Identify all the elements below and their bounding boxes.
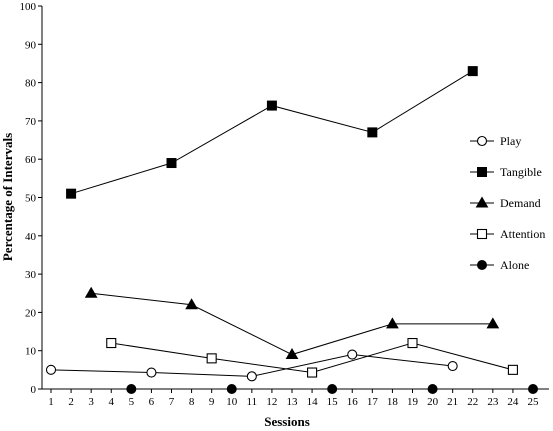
data-point-tangible xyxy=(467,66,478,77)
data-point-demand xyxy=(486,317,500,329)
data-point-tangible xyxy=(166,158,177,169)
data-point-play xyxy=(347,349,358,360)
y-tick-label: 100 xyxy=(20,1,37,13)
y-tick-label: 70 xyxy=(25,116,37,128)
series-tangible xyxy=(66,66,478,199)
y-tick-label: 80 xyxy=(25,78,37,90)
x-tick-label: 6 xyxy=(149,396,155,408)
legend-label: Alone xyxy=(500,258,529,272)
data-point-demand xyxy=(386,317,399,329)
x-tick-label: 9 xyxy=(209,396,215,408)
data-point-demand xyxy=(185,298,198,310)
legend-item-tangible: Tangible xyxy=(470,165,542,179)
x-axis-ticks: 1 2 3 4 5 6 7 8 9 10 11 12 13 14 15 16 17 18 19 20 21 22 23 24 2… xyxy=(48,389,539,408)
x-tick-label: 3 xyxy=(88,396,94,408)
legend-marker xyxy=(475,196,489,208)
y-axis-title: Percentage of Intervals xyxy=(0,133,15,261)
x-tick-label: 14 xyxy=(307,396,319,408)
data-point-play xyxy=(447,360,458,372)
x-tick-label: 5 xyxy=(129,396,135,408)
x-tick-label: 25 xyxy=(528,396,540,408)
data-point-alone xyxy=(528,384,538,394)
x-tick-label: 24 xyxy=(507,396,519,408)
x-tick-label: 16 xyxy=(347,396,359,408)
data-point-tangible xyxy=(66,188,77,199)
x-tick-label: 10 xyxy=(226,396,238,408)
data-series xyxy=(45,66,538,394)
x-tick-label: 19 xyxy=(407,396,419,408)
y-tick-label: 0 xyxy=(31,384,37,396)
x-tick-label: 23 xyxy=(487,396,499,408)
legend-label: Tangible xyxy=(500,165,542,179)
data-point-alone xyxy=(126,384,137,394)
y-tick-label: 50 xyxy=(25,193,37,205)
data-point-alone xyxy=(226,384,237,394)
x-tick-label: 7 xyxy=(169,396,175,408)
y-axis-ticks: 0 10 20 30 40 50 60 70 80 90 100 xyxy=(20,1,42,396)
data-point-play xyxy=(246,371,257,382)
series-attention xyxy=(106,337,518,378)
x-tick-label: 17 xyxy=(367,396,379,408)
legend-label: Play xyxy=(500,134,521,148)
x-tick-label: 18 xyxy=(387,396,399,408)
series-play xyxy=(45,349,458,382)
legend-marker xyxy=(476,135,488,147)
x-tick-label: 2 xyxy=(68,396,74,408)
data-point-play xyxy=(45,364,57,375)
data-point-demand xyxy=(84,286,98,298)
legend-item-play: Play xyxy=(470,134,521,148)
series-line-tangible xyxy=(70,70,474,195)
y-tick-label: 40 xyxy=(25,231,37,243)
x-tick-label: 22 xyxy=(467,396,478,408)
x-tick-label: 20 xyxy=(427,396,439,408)
y-tick-label: 60 xyxy=(25,154,37,166)
x-tick-label: 11 xyxy=(247,396,258,408)
y-tick-label: 90 xyxy=(25,39,37,51)
y-tick-label: 30 xyxy=(25,269,37,281)
data-point-demand xyxy=(285,348,299,360)
data-point-tangible xyxy=(367,127,378,138)
data-point-play xyxy=(146,367,157,378)
legend-item-alone: Alone xyxy=(470,258,529,272)
x-tick-label: 15 xyxy=(327,396,339,408)
data-point-attention xyxy=(407,337,418,349)
series-demand xyxy=(84,286,500,360)
x-tick-label: 13 xyxy=(287,396,299,408)
axes xyxy=(41,6,549,390)
x-tick-label: 8 xyxy=(189,396,195,408)
legend-label: Demand xyxy=(500,196,541,210)
legend-item-demand: Demand xyxy=(470,196,541,210)
data-point-attention xyxy=(106,337,117,349)
x-axis-title: Sessions xyxy=(264,414,310,429)
x-tick-label: 4 xyxy=(109,396,115,408)
legend-item-attention: Attention xyxy=(470,227,545,241)
series-line-demand xyxy=(91,292,493,356)
legend-marker xyxy=(476,228,488,240)
y-tick-label: 20 xyxy=(25,307,37,319)
x-tick-label: 21 xyxy=(447,396,458,408)
legend-marker xyxy=(477,260,487,270)
data-point-tangible xyxy=(266,100,277,111)
x-tick-label: 1 xyxy=(48,396,54,408)
x-tick-label: 12 xyxy=(266,396,277,408)
legend-label: Attention xyxy=(500,227,545,241)
y-tick-label: 10 xyxy=(25,346,37,358)
series-alone xyxy=(126,384,538,394)
data-point-attention xyxy=(507,364,518,375)
legend-marker xyxy=(477,167,487,177)
legend: Play Tangible Demand Attention Alone xyxy=(470,134,545,272)
data-point-alone xyxy=(427,384,438,394)
data-point-alone xyxy=(327,384,338,394)
data-point-attention xyxy=(206,353,217,364)
data-point-attention xyxy=(307,367,318,378)
